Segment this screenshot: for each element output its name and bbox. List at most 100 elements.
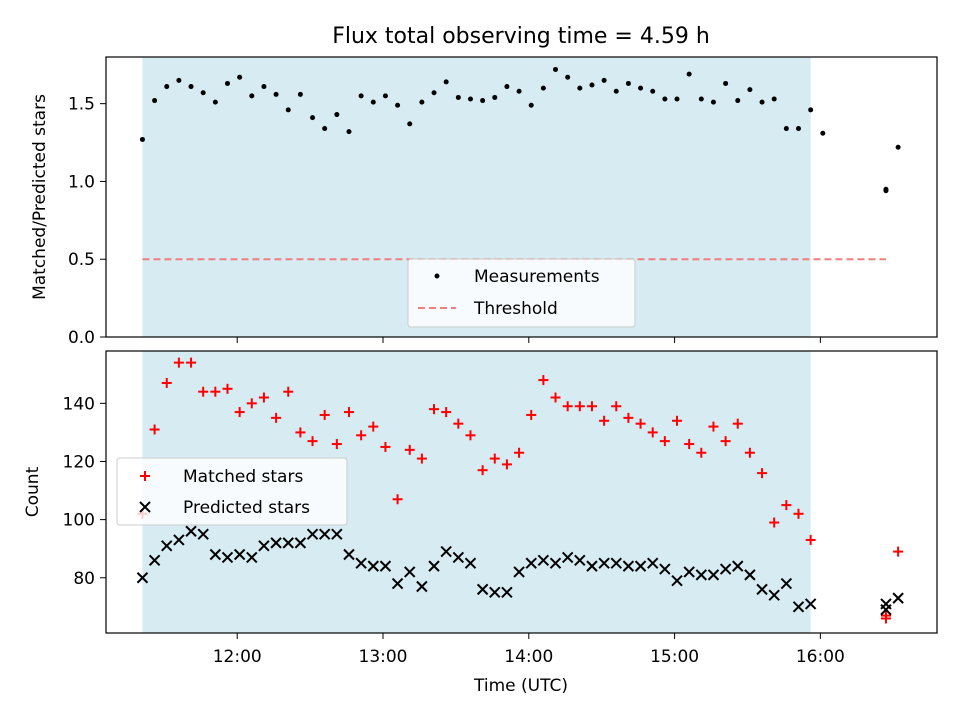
predicted-star-point bbox=[246, 551, 258, 564]
measurement-point bbox=[820, 130, 826, 136]
count-x-axis: 12:00 13:00 14:00 15:00 16:00 bbox=[213, 633, 845, 667]
predicted-star-point bbox=[598, 557, 610, 569]
predicted-star-point bbox=[367, 560, 379, 572]
matched-star-point bbox=[623, 412, 634, 423]
predicted-star-point-b bbox=[598, 557, 610, 569]
measurement-point bbox=[625, 80, 631, 86]
x-tick-label: 14:00 bbox=[504, 647, 553, 667]
matched-star-point bbox=[234, 407, 245, 418]
matched-star-point bbox=[258, 392, 269, 403]
predicted-star-point bbox=[233, 548, 246, 561]
matched-star-point bbox=[732, 418, 743, 429]
ratio-y-axis: 0.0 0.5 1.0 1.5 bbox=[68, 95, 106, 348]
legend-cross bbox=[139, 501, 151, 513]
predicted-star-point-b bbox=[136, 572, 149, 584]
predicted-star-point-b bbox=[209, 548, 222, 561]
predicted-star-point bbox=[221, 551, 234, 564]
measurement-point bbox=[883, 188, 889, 194]
legend-label-threshold: Threshold bbox=[473, 299, 558, 319]
predicted-star-point-b bbox=[707, 569, 720, 581]
predicted-star-point bbox=[586, 560, 598, 572]
measurement-point bbox=[771, 96, 777, 102]
predicted-star-point bbox=[744, 569, 756, 581]
y-tick-label: 100 bbox=[63, 511, 95, 531]
matched-star-point bbox=[319, 409, 330, 420]
measurement-point bbox=[686, 71, 692, 77]
predicted-star-point bbox=[768, 589, 780, 601]
measurement-point bbox=[358, 93, 364, 99]
predicted-star-point bbox=[634, 560, 647, 572]
matched-star-point bbox=[307, 436, 318, 447]
predicted-star-point-b bbox=[197, 528, 209, 540]
predicted-star-point-b bbox=[683, 566, 695, 578]
measurement-point bbox=[783, 126, 789, 132]
matched-star-point bbox=[161, 377, 172, 388]
measurement-point bbox=[455, 94, 461, 100]
measurement-point bbox=[540, 85, 546, 91]
matched-star-point bbox=[295, 427, 306, 438]
predicted-star-point bbox=[574, 554, 586, 567]
matched-star-point bbox=[696, 447, 707, 458]
matched-star-point bbox=[880, 613, 891, 624]
predicted-star-point-b bbox=[574, 554, 586, 567]
matched-star-point bbox=[659, 436, 670, 447]
matched-star-point bbox=[611, 401, 622, 412]
predicted-star-point-b bbox=[476, 583, 489, 596]
measurement-point bbox=[407, 121, 413, 127]
measurement-point bbox=[674, 96, 680, 102]
predicted-star-point-b bbox=[367, 560, 379, 572]
y-tick-label: 0.0 bbox=[68, 328, 95, 348]
predicted-star-point-b bbox=[452, 551, 465, 564]
predicted-star-point bbox=[379, 560, 392, 572]
measurement-point bbox=[808, 107, 814, 113]
predicted-star-point bbox=[391, 577, 404, 590]
predicted-star-point bbox=[197, 528, 209, 540]
measurement-point bbox=[237, 74, 243, 80]
predicted-star-point bbox=[610, 557, 622, 569]
x-tick-label: 16:00 bbox=[796, 647, 845, 667]
predicted-star-point bbox=[525, 557, 537, 569]
predicted-star-point-b bbox=[561, 551, 574, 564]
predicted-star-point bbox=[209, 548, 222, 561]
predicted-star-point bbox=[880, 604, 892, 616]
matched-star-point bbox=[380, 441, 391, 452]
predicted-star-point-b bbox=[428, 560, 440, 572]
predicted-star-point bbox=[707, 569, 720, 581]
measurement-point bbox=[322, 126, 328, 132]
measurement-point bbox=[759, 99, 765, 105]
predicted-star-point bbox=[537, 554, 550, 567]
predicted-star-point bbox=[756, 583, 768, 596]
measurement-point bbox=[735, 98, 741, 104]
predicted-star-point bbox=[683, 566, 695, 578]
measurement-point bbox=[698, 96, 704, 102]
predicted-star-point bbox=[464, 557, 477, 569]
count-y-axis: 80 100 120 140 bbox=[63, 394, 106, 589]
x-axis-label: Time (UTC) bbox=[473, 676, 568, 696]
predicted-star-point-b bbox=[270, 537, 282, 549]
matched-star-point bbox=[781, 500, 792, 511]
predicted-star-point bbox=[161, 540, 173, 552]
predicted-star-point bbox=[780, 577, 793, 590]
matched-star-point bbox=[392, 494, 403, 505]
matched-star-point bbox=[514, 447, 525, 458]
predicted-star-point bbox=[695, 569, 708, 581]
predicted-star-point-b bbox=[221, 551, 234, 564]
ratio-legend: Measurements Threshold bbox=[407, 258, 636, 328]
predicted-star-point-b bbox=[391, 577, 404, 590]
predicted-star-point bbox=[318, 528, 331, 540]
matched-star-point bbox=[246, 398, 257, 409]
matched-star-point bbox=[404, 444, 415, 455]
predicted-stars-points bbox=[136, 525, 904, 616]
predicted-star-point-b bbox=[586, 560, 598, 572]
legend-marker-predicted-stars bbox=[139, 501, 151, 513]
predicted-star-point-b bbox=[804, 598, 817, 610]
legend-plus bbox=[140, 471, 150, 481]
measurement-point bbox=[382, 93, 388, 99]
predicted-star-point-b bbox=[501, 586, 513, 599]
measurement-point bbox=[188, 84, 194, 90]
predicted-star-point bbox=[501, 586, 513, 599]
measurement-point bbox=[577, 85, 583, 91]
matched-star-point bbox=[477, 465, 488, 476]
measurement-point bbox=[613, 88, 619, 94]
measurement-point bbox=[796, 126, 801, 132]
